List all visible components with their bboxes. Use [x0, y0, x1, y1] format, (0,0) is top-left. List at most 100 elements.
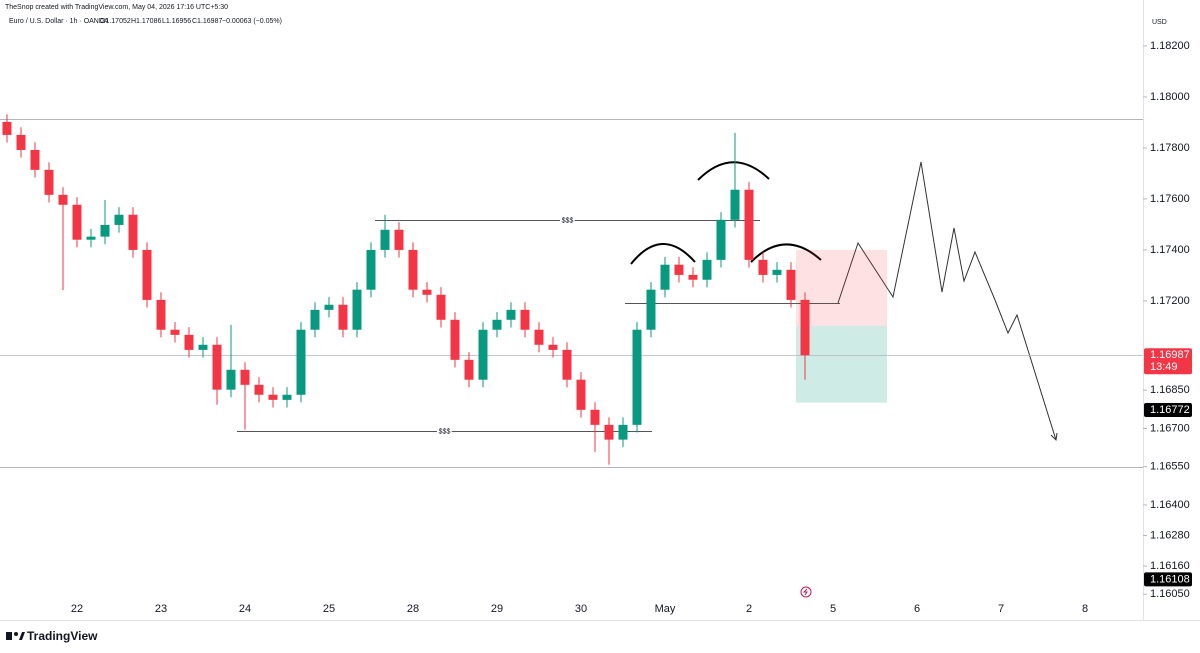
candle-body [562, 349, 572, 380]
candle-body [380, 229, 390, 250]
candle-body [450, 319, 460, 360]
close-value: C1.16987 [192, 18, 222, 25]
right-shoulder-arc [750, 243, 822, 263]
candle-body [394, 229, 404, 250]
candle-body [436, 294, 446, 320]
candle-body [506, 309, 516, 320]
x-tick-label: 6 [914, 603, 920, 615]
candle-body [688, 274, 698, 280]
target-zone [796, 325, 887, 403]
x-tick-label: 29 [491, 603, 503, 615]
candle-body [744, 189, 754, 260]
x-tick-label: 5 [830, 603, 836, 615]
candle-body [114, 214, 124, 225]
candle-body [128, 214, 138, 250]
logo: TradingView [6, 629, 98, 643]
x-tick-label: May [655, 603, 676, 615]
candle-body [142, 249, 152, 300]
x-tick-label: 23 [155, 603, 167, 615]
projection-path [837, 161, 1057, 441]
price-label-box [1144, 348, 1192, 375]
candle-body [212, 344, 222, 390]
symbol: Euro / U.S. Dollar · 1h · OANDA [9, 18, 109, 25]
x-tick-label: 30 [575, 603, 587, 615]
candle-body [422, 289, 432, 295]
y-tick-label: 1.16280 [1150, 529, 1190, 541]
y-tick-label: 1.16400 [1150, 499, 1190, 511]
x-tick-label: 24 [239, 603, 251, 615]
candle-body [646, 289, 656, 330]
candle-body [604, 424, 614, 440]
high-value: H1.17086 [131, 18, 161, 25]
price-label-box [1144, 403, 1192, 418]
candle-body [184, 334, 194, 350]
y-tick-label: 1.16160 [1150, 560, 1190, 572]
candle-body [240, 369, 250, 385]
y-tick-label: 1.16700 [1150, 422, 1190, 434]
y-tick-label: 1.16850 [1150, 384, 1190, 396]
head-arc [697, 161, 770, 181]
candle-body [800, 299, 810, 356]
candle-body [702, 259, 712, 280]
candle-body [2, 121, 12, 135]
price-label-text: 1.16772 [1150, 404, 1190, 416]
countdown: 13:49 [1150, 361, 1178, 373]
candle-body [282, 394, 292, 400]
candle-body [58, 194, 68, 205]
candle-body [590, 409, 600, 425]
y-tick-label: 1.17200 [1150, 295, 1190, 307]
candle-body [72, 204, 82, 240]
candle-body [44, 169, 54, 195]
price-label-box [1144, 572, 1192, 587]
candle-body [478, 329, 488, 380]
y-tick-label: 1.18200 [1150, 40, 1190, 52]
y-tick-label: 1.17600 [1150, 193, 1190, 205]
x-tick-label: 7 [998, 603, 1004, 615]
candle-body [674, 264, 684, 275]
candle-body [352, 289, 362, 330]
candle-body [366, 249, 376, 290]
candle-body [520, 309, 530, 330]
stop-zone [796, 249, 887, 326]
candle-body [548, 344, 558, 350]
projection-arrow [1050, 432, 1058, 442]
price-label: 1.16108 [1144, 572, 1192, 587]
candle-body [170, 329, 180, 335]
open-value: O1.17052 [100, 18, 131, 25]
candle-body [660, 264, 670, 290]
x-tick-label: 25 [323, 603, 335, 615]
candle-body [408, 249, 418, 290]
candle-body [296, 329, 306, 395]
price-label: 1.16772 [1144, 403, 1192, 418]
candle-body [268, 394, 278, 400]
change-value: −0.00063 (−0.05%) [222, 18, 282, 25]
y-tick-label: 1.16550 [1150, 461, 1190, 473]
candle-body [618, 424, 628, 440]
candle-body [16, 134, 26, 150]
candle-body [156, 299, 166, 330]
event-icon[interactable] [800, 586, 812, 598]
candle-body [338, 304, 348, 330]
candle-body [226, 369, 236, 390]
candle-body [758, 259, 768, 275]
candle-body [310, 309, 320, 330]
y-tick-label: 1.17400 [1150, 244, 1190, 256]
candle-body [464, 359, 474, 380]
candle-body [324, 304, 334, 310]
candle-body [30, 149, 40, 170]
candle-body [730, 189, 740, 220]
candle-body [100, 224, 110, 237]
low-value: L1.16956 [162, 18, 191, 25]
candle-body [772, 269, 782, 275]
y-tick-label: 1.16050 [1150, 588, 1190, 600]
x-tick-label: 22 [71, 603, 83, 615]
candle-body [198, 344, 208, 350]
left-shoulder-arc [630, 243, 696, 265]
candle-body [576, 379, 586, 410]
candle-body [632, 329, 642, 425]
x-tick-label: 8 [1082, 603, 1088, 615]
currency: USD [1152, 19, 1167, 26]
